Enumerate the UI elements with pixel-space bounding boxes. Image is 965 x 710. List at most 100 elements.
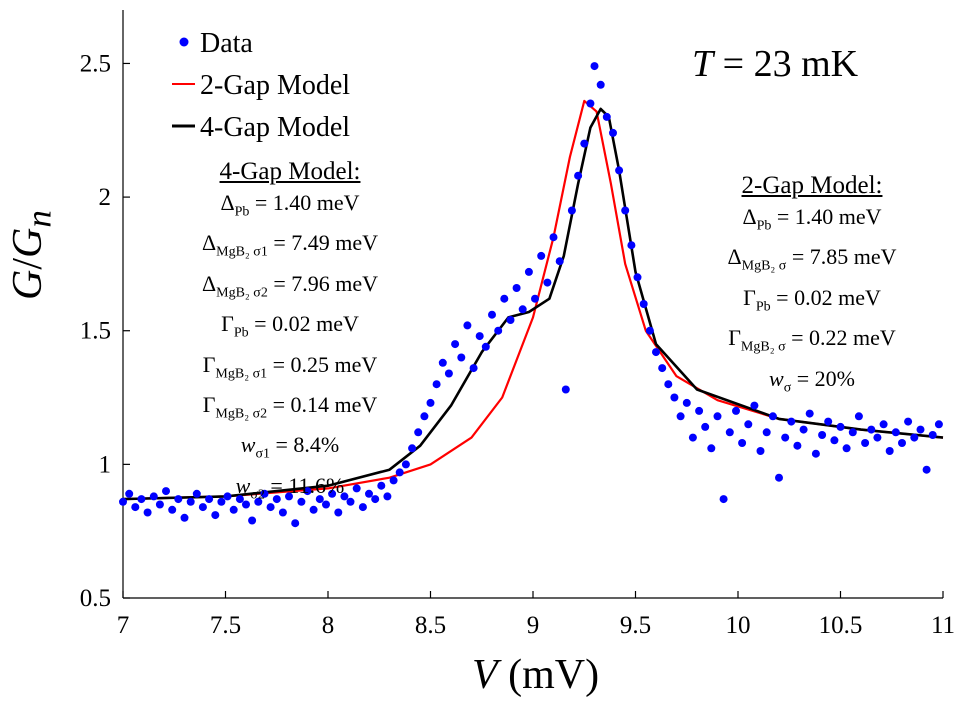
data-point (297, 497, 306, 506)
param-value: = 0.22 meV (785, 325, 896, 351)
param-symbol: Γ (202, 351, 216, 377)
data-point (494, 326, 503, 335)
data-point (174, 495, 183, 504)
data-point (518, 305, 527, 314)
annotation-line: ΓPb = 0.02 meV (150, 308, 430, 348)
annotation-line: ΔMgB₂ σ1 = 7.49 meV (150, 227, 430, 267)
data-point (854, 412, 863, 421)
data-point (811, 449, 820, 458)
data-point (463, 321, 472, 330)
param-symbol: Γ (221, 311, 234, 337)
data-point (713, 412, 722, 421)
data-point (432, 380, 441, 389)
data-point (873, 433, 882, 442)
data-point (506, 316, 515, 324)
param-value: = 0.25 meV (267, 351, 378, 377)
data-point (818, 431, 827, 439)
data-point (664, 380, 673, 389)
data-point (119, 497, 127, 506)
legend: Data 2-Gap Model 4-Gap Model (172, 28, 350, 143)
data-point (278, 508, 287, 517)
param-value: = 0.02 meV (248, 311, 359, 337)
data-point (180, 513, 189, 522)
param-subscript: MgB₂ σ2 (216, 285, 268, 301)
legend-2gap-label: 2-Gap Model (200, 70, 350, 101)
data-point (469, 364, 478, 373)
data-point (793, 441, 802, 450)
data-point (555, 257, 564, 266)
data-point (848, 428, 857, 437)
annotation-line: ΔMgB₂ σ = 7.85 meV (672, 241, 952, 281)
param-subscript: σ2 (250, 487, 265, 503)
param-value: = 8.4% (270, 432, 340, 458)
data-point (383, 492, 392, 501)
data-point (260, 489, 269, 498)
data-point (602, 112, 611, 121)
data-point (824, 417, 833, 426)
data-point (867, 425, 876, 434)
param-value: = 7.49 meV (267, 230, 379, 256)
param-subscript: MgB₂ σ1 (215, 365, 268, 381)
data-point (488, 310, 496, 319)
param-subscript: Pb (233, 325, 249, 341)
data-point (682, 398, 691, 407)
data-point (266, 503, 275, 512)
data-point (688, 433, 697, 442)
param-subscript: Pb (756, 218, 772, 234)
param-value: = 11.6% (264, 472, 345, 498)
x-axis-unit: (mV) (508, 652, 600, 698)
data-point (787, 417, 796, 426)
data-point (248, 516, 257, 525)
y-axis-slash: / (5, 257, 51, 270)
data-point (125, 489, 134, 498)
data-point (633, 273, 642, 282)
four-gap-annotation: 4-Gap Model: ΔPb = 1.40 meV ΔMgB₂ σ1 = 7.… (150, 156, 430, 510)
data-point (408, 444, 417, 453)
data-point (531, 294, 539, 303)
param-symbol: Γ (728, 325, 741, 351)
temperature-label: T = 23 mK (692, 42, 858, 86)
x-tick-label: 11 (931, 612, 955, 639)
data-point (910, 433, 919, 442)
data-point (438, 358, 447, 367)
data-point (596, 80, 605, 89)
data-point (211, 511, 220, 520)
annotation-line: ΔPb = 1.40 meV (150, 187, 430, 227)
data-point (481, 342, 490, 351)
data-point (922, 465, 931, 474)
data-point (192, 489, 201, 498)
param-subscript: MgB₂ σ (741, 258, 787, 274)
data-point (414, 428, 423, 437)
data-point (934, 420, 943, 429)
x-tick-label: 9 (527, 612, 540, 639)
legend-data-marker (179, 37, 189, 47)
data-point (352, 484, 361, 493)
data-point (137, 495, 146, 504)
data-point (309, 505, 318, 514)
data-point (254, 497, 263, 506)
data-point (444, 369, 453, 378)
data-point (549, 233, 558, 242)
data-point (879, 420, 888, 429)
data-point (186, 497, 195, 506)
param-value: = 7.96 meV (267, 270, 379, 296)
legend-4gap-label: 4-Gap Model (200, 112, 350, 143)
data-point (328, 489, 337, 498)
annotation-line: wσ2 = 11.6% (150, 470, 430, 510)
annotation-line: ΓPb = 0.02 meV (672, 282, 952, 322)
data-point (451, 340, 460, 349)
data-point (365, 489, 373, 498)
data-point (389, 476, 398, 485)
param-symbol: w (235, 472, 251, 498)
data-point (242, 500, 250, 509)
y-tick-label: 2 (99, 184, 112, 211)
data-point (756, 447, 765, 455)
x-tick-label: 7 (117, 612, 130, 639)
two-gap-title: 2-Gap Model: (741, 172, 883, 199)
data-point (346, 497, 355, 506)
data-point (744, 420, 753, 429)
data-point (645, 326, 654, 335)
data-point (512, 284, 521, 292)
data-point (500, 294, 509, 303)
